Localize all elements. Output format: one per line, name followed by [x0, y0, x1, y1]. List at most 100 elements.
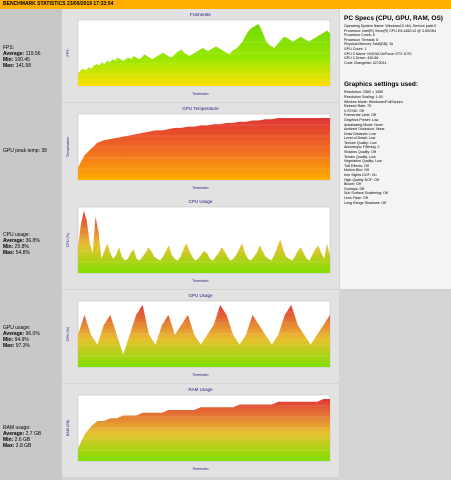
stat-block: GPU peak temp: 38: [3, 148, 47, 154]
stat-line: Max: 141.58: [3, 63, 41, 69]
stat-value: 54.8%: [15, 250, 30, 256]
stat-value: 25.8%: [14, 244, 29, 250]
spec-line: Draw Distance: Low: [344, 131, 376, 136]
stat-value: 36.8%: [25, 238, 40, 244]
spec-line: Shadow Quality: Off: [344, 150, 376, 155]
stat-value: 96.0%: [25, 331, 40, 337]
chart-title: RAM Usage: [188, 387, 213, 392]
x-axis-label: Timeindex: [192, 467, 209, 471]
series-area: [78, 398, 330, 461]
stat-heading: RAM usage:: [3, 425, 31, 431]
chart-title: GPU Temperature: [182, 106, 219, 111]
spec-line: Ambient Occlusion: None: [344, 127, 385, 132]
spec-line: Processor Cores: 6: [344, 33, 375, 38]
stat-block: FPS: Average: 119.56 Min: 100.45 Max: 141.5…: [3, 45, 41, 69]
stat-heading: GPU peak temp: 38: [3, 148, 47, 154]
spec-line: Long Range Shadows: Off: [344, 200, 387, 205]
spec-line: V-SYNC: Off: [344, 108, 365, 113]
stats-column: [0, 9, 62, 480]
spec-line: Godrays: Off: [344, 186, 365, 191]
series-area: [78, 304, 330, 367]
chart-title: GPU Usage: [188, 293, 213, 298]
graphics-settings-list: Resolution: 2560 × 1080 Resolution Scalin…: [340, 90, 451, 205]
x-axis-label: Timeindex: [192, 92, 209, 96]
chart-panel: GPU Usage Timeindex GPU (%): [62, 290, 339, 383]
stat-value: 2.6 GB: [14, 437, 31, 443]
stat-line: Average: 119.56: [3, 51, 41, 57]
stat-line: Average: 36.8%: [3, 238, 40, 244]
spec-line: Texture Quality: Low: [344, 140, 377, 145]
chart-svg: RAM Usage Timeindex RAM (GB): [66, 387, 331, 471]
spec-line: Processor Threads: 6: [344, 37, 379, 42]
pc-specs-heading: PC Specs (CPU, GPU, RAM, OS): [344, 15, 443, 22]
stat-label: Max:: [3, 343, 15, 349]
y-axis-label: FPS: [66, 49, 70, 57]
stat-value: 94.9%: [14, 337, 29, 343]
spec-line: Processor: Intel(R) Xeon(R) CPU E5-1650 …: [344, 28, 437, 33]
stat-value: 97.3%: [15, 343, 30, 349]
series-area: [78, 210, 330, 273]
spec-line: Bloom: Off: [344, 182, 361, 187]
chart-panel: Framerate Timeindex FPS: [62, 9, 339, 102]
spec-line: Code Changelist: 4272014: [344, 60, 387, 65]
x-axis-label: Timeindex: [192, 279, 209, 283]
chart-title: CPU Usage: [189, 199, 213, 204]
chart-svg: GPU Temperature Timeindex Temperature: [66, 106, 331, 190]
chart-panel: RAM Usage Timeindex RAM (GB): [62, 384, 339, 477]
series-area: [78, 117, 330, 180]
stat-label: Average:: [3, 51, 25, 57]
stat-block: RAM usage: Average: 2.7 GB Min: 2.6 GB Max:…: [3, 425, 41, 449]
y-axis-label: GPU (%): [66, 327, 70, 341]
spec-line: Terrain Quality: Low: [344, 154, 376, 159]
stat-heading: FPS:: [3, 45, 15, 51]
spec-line: Window Mode: WindowedFullScreen: [344, 99, 403, 104]
stat-line: Max: 54.8%: [3, 250, 40, 256]
stat-value: 100.45: [14, 57, 30, 63]
spec-line: High Quality DOF: Off: [344, 177, 379, 182]
chart-svg: CPU Usage Timeindex CPU (%): [66, 199, 331, 283]
pc-specs-list: Operating System Name: Windows10 x64, Se…: [340, 24, 451, 65]
stat-line: Max: 2.8 GB: [3, 443, 41, 449]
chart-panel: GPU Temperature Timeindex Temperature: [62, 103, 339, 196]
spec-line: GPU Count: 1: [344, 46, 367, 51]
report-title: BENCHMARK STATISTICS 23/09/2019 17:33:54: [0, 0, 451, 9]
stat-value: 141.58: [15, 63, 32, 69]
stat-label: Min:: [3, 337, 14, 343]
stat-label: Min:: [3, 244, 14, 250]
spec-line: GPU 0 Driver: 430.86: [344, 56, 379, 61]
stat-heading: GPU usage:: [3, 325, 31, 331]
stat-line: Max: 97.3%: [3, 343, 40, 349]
stat-value: 2.7 GB: [25, 431, 42, 437]
stat-label: Min:: [3, 57, 14, 63]
spec-line: Iron Sights DOF: On: [344, 173, 377, 178]
chart-svg: Framerate Timeindex FPS: [66, 12, 331, 96]
stat-value: 119.56: [25, 51, 41, 57]
spec-line: Graphics Preset: Low: [344, 117, 379, 122]
spec-line: Sub Surface Scattering: Off: [344, 191, 388, 196]
stat-label: Max:: [3, 63, 15, 69]
spec-line: Operating System Name: Windows10 x64, Se…: [344, 24, 437, 28]
spec-line: Refresh Rate: 75: [344, 104, 372, 109]
stat-label: Max:: [3, 250, 15, 256]
specs-panel: PC Specs (CPU, GPU, RAM, OS) Operating S…: [340, 9, 451, 289]
y-axis-label: Temperature: [66, 137, 70, 157]
stat-heading: CPU usage:: [3, 232, 30, 238]
stat-line: Average: 2.7 GB: [3, 431, 41, 437]
stat-line: Min: 100.45: [3, 57, 41, 63]
spec-line: Framerate Limit: Off: [344, 113, 376, 118]
spec-line: Resolution: 2560 × 1080: [344, 90, 384, 95]
stat-line: Average: 96.0%: [3, 331, 40, 337]
stat-line: Min: 25.8%: [3, 244, 40, 250]
spec-line: Anisotropic Filtering: 2: [344, 145, 380, 150]
chart-svg: GPU Usage Timeindex GPU (%): [66, 293, 331, 377]
spec-line: Motion Blur: Off: [344, 168, 369, 173]
stat-block: CPU usage: Average: 36.8% Min: 25.8% Max: 5…: [3, 232, 40, 256]
stat-label: Min:: [3, 437, 14, 443]
stat-label: Average:: [3, 331, 25, 337]
stat-block: GPU usage: Average: 96.0% Min: 94.9% Max: 9…: [3, 325, 40, 349]
graphics-settings-heading: Graphics settings used:: [344, 81, 419, 89]
x-axis-label: Timeindex: [192, 186, 209, 190]
spec-line: Level of Detail: Low: [344, 136, 376, 141]
spec-line: Lens Flare: Off: [344, 196, 368, 200]
